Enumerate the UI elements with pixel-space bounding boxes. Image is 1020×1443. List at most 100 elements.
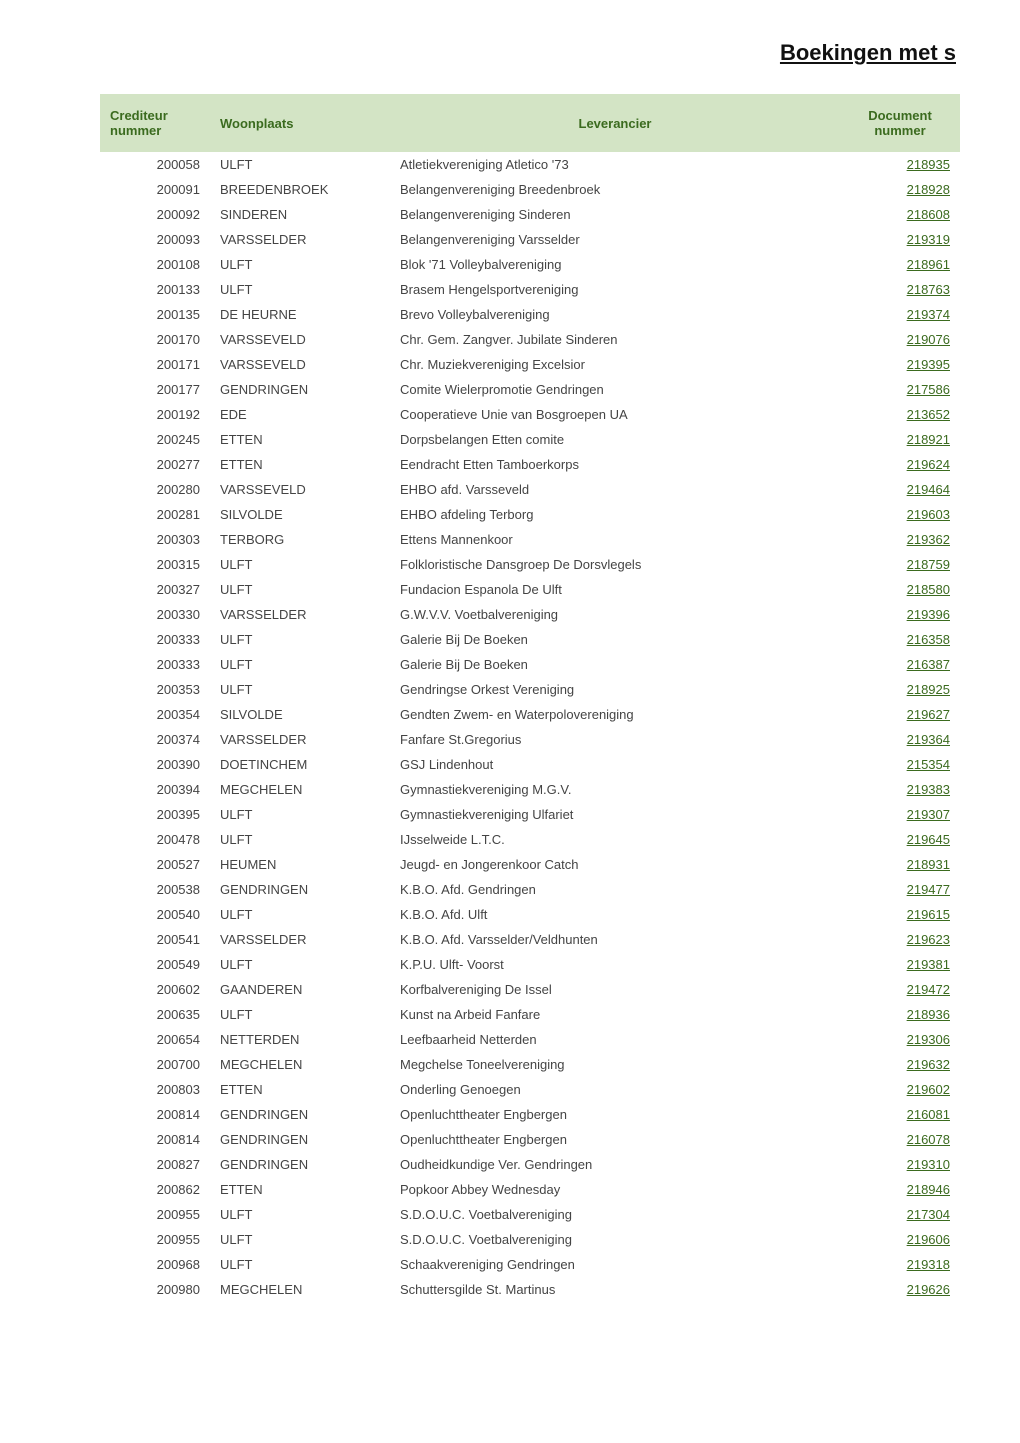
table-row: 200093VARSSELDERBelangenvereniging Varss…: [100, 227, 960, 252]
cell-document: 219319: [840, 227, 960, 252]
cell-crediteur: 200549: [100, 952, 210, 977]
cell-leverancier: Chr. Muziekvereniging Excelsior: [390, 352, 840, 377]
cell-leverancier: Atletiekvereniging Atletico '73: [390, 152, 840, 177]
table-row: 200091BREEDENBROEKBelangenvereniging Bre…: [100, 177, 960, 202]
document-link[interactable]: 218935: [907, 157, 950, 172]
cell-crediteur: 200333: [100, 652, 210, 677]
document-link[interactable]: 219306: [907, 1032, 950, 1047]
cell-leverancier: Onderling Genoegen: [390, 1077, 840, 1102]
cell-document: 219395: [840, 352, 960, 377]
table-row: 200058ULFTAtletiekvereniging Atletico '7…: [100, 152, 960, 177]
document-link[interactable]: 215354: [907, 757, 950, 772]
document-link[interactable]: 218608: [907, 207, 950, 222]
document-link[interactable]: 216078: [907, 1132, 950, 1147]
document-link[interactable]: 218763: [907, 282, 950, 297]
cell-document: 219318: [840, 1252, 960, 1277]
document-link[interactable]: 218759: [907, 557, 950, 572]
cell-leverancier: Leefbaarheid Netterden: [390, 1027, 840, 1052]
cell-woonplaats: VARSSEVELD: [210, 477, 390, 502]
document-link[interactable]: 219383: [907, 782, 950, 797]
document-link[interactable]: 219615: [907, 907, 950, 922]
document-link[interactable]: 219362: [907, 532, 950, 547]
page-title: Boekingen met s: [100, 40, 960, 66]
cell-document: 219632: [840, 1052, 960, 1077]
document-link[interactable]: 217586: [907, 382, 950, 397]
table-row: 200374VARSSELDERFanfare St.Gregorius2193…: [100, 727, 960, 752]
cell-document: 218931: [840, 852, 960, 877]
cell-woonplaats: VARSSEVELD: [210, 327, 390, 352]
document-link[interactable]: 219076: [907, 332, 950, 347]
document-link[interactable]: 218921: [907, 432, 950, 447]
cell-woonplaats: VARSSELDER: [210, 602, 390, 627]
cell-document: 219477: [840, 877, 960, 902]
cell-document: 219472: [840, 977, 960, 1002]
cell-crediteur: 200093: [100, 227, 210, 252]
document-link[interactable]: 216387: [907, 657, 950, 672]
table-row: 200354SILVOLDEGendten Zwem- en Waterpolo…: [100, 702, 960, 727]
document-link[interactable]: 218580: [907, 582, 950, 597]
document-link[interactable]: 216358: [907, 632, 950, 647]
document-link[interactable]: 219603: [907, 507, 950, 522]
document-link[interactable]: 218928: [907, 182, 950, 197]
document-link[interactable]: 218961: [907, 257, 950, 272]
document-link[interactable]: 219395: [907, 357, 950, 372]
table-row: 200170VARSSEVELDChr. Gem. Zangver. Jubil…: [100, 327, 960, 352]
cell-leverancier: Galerie Bij De Boeken: [390, 627, 840, 652]
document-link[interactable]: 218936: [907, 1007, 950, 1022]
document-link[interactable]: 219477: [907, 882, 950, 897]
document-link[interactable]: 219464: [907, 482, 950, 497]
cell-crediteur: 200635: [100, 1002, 210, 1027]
cell-leverancier: Korfbalvereniging De Issel: [390, 977, 840, 1002]
cell-woonplaats: MEGCHELEN: [210, 1277, 390, 1302]
document-link[interactable]: 219606: [907, 1232, 950, 1247]
document-link[interactable]: 219364: [907, 732, 950, 747]
document-link[interactable]: 219307: [907, 807, 950, 822]
document-link[interactable]: 219319: [907, 232, 950, 247]
cell-document: 219381: [840, 952, 960, 977]
cell-leverancier: Belangenvereniging Sinderen: [390, 202, 840, 227]
document-link[interactable]: 213652: [907, 407, 950, 422]
document-link[interactable]: 216081: [907, 1107, 950, 1122]
cell-document: 218935: [840, 152, 960, 177]
document-link[interactable]: 219632: [907, 1057, 950, 1072]
document-link[interactable]: 219318: [907, 1257, 950, 1272]
cell-woonplaats: TERBORG: [210, 527, 390, 552]
document-link[interactable]: 218931: [907, 857, 950, 872]
document-link[interactable]: 218925: [907, 682, 950, 697]
cell-woonplaats: ULFT: [210, 902, 390, 927]
cell-crediteur: 200538: [100, 877, 210, 902]
col-header-leverancier: Leverancier: [390, 94, 840, 152]
table-body: 200058ULFTAtletiekvereniging Atletico '7…: [100, 152, 960, 1302]
document-link[interactable]: 218946: [907, 1182, 950, 1197]
document-link[interactable]: 219310: [907, 1157, 950, 1172]
cell-woonplaats: SILVOLDE: [210, 502, 390, 527]
document-link[interactable]: 219626: [907, 1282, 950, 1297]
table-row: 200541VARSSELDERK.B.O. Afd. Varsselder/V…: [100, 927, 960, 952]
table-header: Crediteur nummer Woonplaats Leverancier …: [100, 94, 960, 152]
table-row: 200862ETTENPopkoor Abbey Wednesday218946: [100, 1177, 960, 1202]
cell-leverancier: S.D.O.U.C. Voetbalvereniging: [390, 1227, 840, 1252]
cell-document: 216358: [840, 627, 960, 652]
cell-woonplaats: ULFT: [210, 577, 390, 602]
cell-woonplaats: GENDRINGEN: [210, 1102, 390, 1127]
document-link[interactable]: 219396: [907, 607, 950, 622]
document-link[interactable]: 219623: [907, 932, 950, 947]
cell-document: 219602: [840, 1077, 960, 1102]
cell-leverancier: Comite Wielerpromotie Gendringen: [390, 377, 840, 402]
document-link[interactable]: 219627: [907, 707, 950, 722]
document-link[interactable]: 219645: [907, 832, 950, 847]
cell-crediteur: 200395: [100, 802, 210, 827]
document-link[interactable]: 219624: [907, 457, 950, 472]
document-link[interactable]: 219602: [907, 1082, 950, 1097]
cell-crediteur: 200390: [100, 752, 210, 777]
cell-document: 219626: [840, 1277, 960, 1302]
cell-leverancier: Belangenvereniging Breedenbroek: [390, 177, 840, 202]
table-row: 200133ULFTBrasem Hengelsportvereniging21…: [100, 277, 960, 302]
cell-leverancier: K.B.O. Afd. Gendringen: [390, 877, 840, 902]
document-link[interactable]: 219374: [907, 307, 950, 322]
cell-leverancier: Gymnastiekvereniging M.G.V.: [390, 777, 840, 802]
document-link[interactable]: 219381: [907, 957, 950, 972]
cell-crediteur: 200170: [100, 327, 210, 352]
document-link[interactable]: 217304: [907, 1207, 950, 1222]
document-link[interactable]: 219472: [907, 982, 950, 997]
